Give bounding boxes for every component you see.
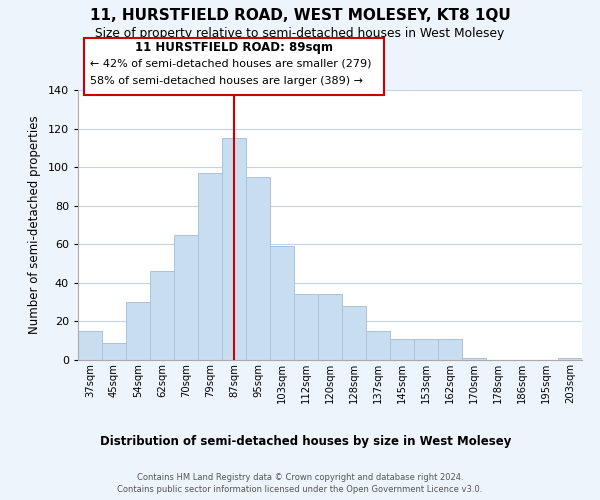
Text: 11 HURSTFIELD ROAD: 89sqm: 11 HURSTFIELD ROAD: 89sqm: [135, 42, 333, 54]
Bar: [414, 339, 438, 360]
Bar: [294, 294, 318, 360]
Y-axis label: Number of semi-detached properties: Number of semi-detached properties: [28, 116, 41, 334]
Bar: [270, 246, 294, 360]
Text: Size of property relative to semi-detached houses in West Molesey: Size of property relative to semi-detach…: [95, 28, 505, 40]
Bar: [78, 331, 102, 360]
Bar: [558, 358, 582, 360]
Bar: [150, 272, 174, 360]
Bar: [126, 302, 150, 360]
Bar: [390, 339, 414, 360]
Text: Contains public sector information licensed under the Open Government Licence v3: Contains public sector information licen…: [118, 485, 482, 494]
Bar: [174, 234, 198, 360]
Text: 58% of semi-detached houses are larger (389) →: 58% of semi-detached houses are larger (…: [90, 76, 363, 86]
Bar: [462, 358, 486, 360]
Text: 11, HURSTFIELD ROAD, WEST MOLESEY, KT8 1QU: 11, HURSTFIELD ROAD, WEST MOLESEY, KT8 1…: [89, 8, 511, 22]
Text: ← 42% of semi-detached houses are smaller (279): ← 42% of semi-detached houses are smalle…: [90, 58, 371, 68]
Bar: [318, 294, 342, 360]
Bar: [342, 306, 366, 360]
Bar: [438, 339, 462, 360]
Bar: [366, 331, 390, 360]
Bar: [198, 173, 222, 360]
Bar: [246, 177, 270, 360]
Text: Contains HM Land Registry data © Crown copyright and database right 2024.: Contains HM Land Registry data © Crown c…: [137, 472, 463, 482]
Bar: [102, 342, 126, 360]
Text: Distribution of semi-detached houses by size in West Molesey: Distribution of semi-detached houses by …: [100, 435, 512, 448]
Bar: [222, 138, 246, 360]
